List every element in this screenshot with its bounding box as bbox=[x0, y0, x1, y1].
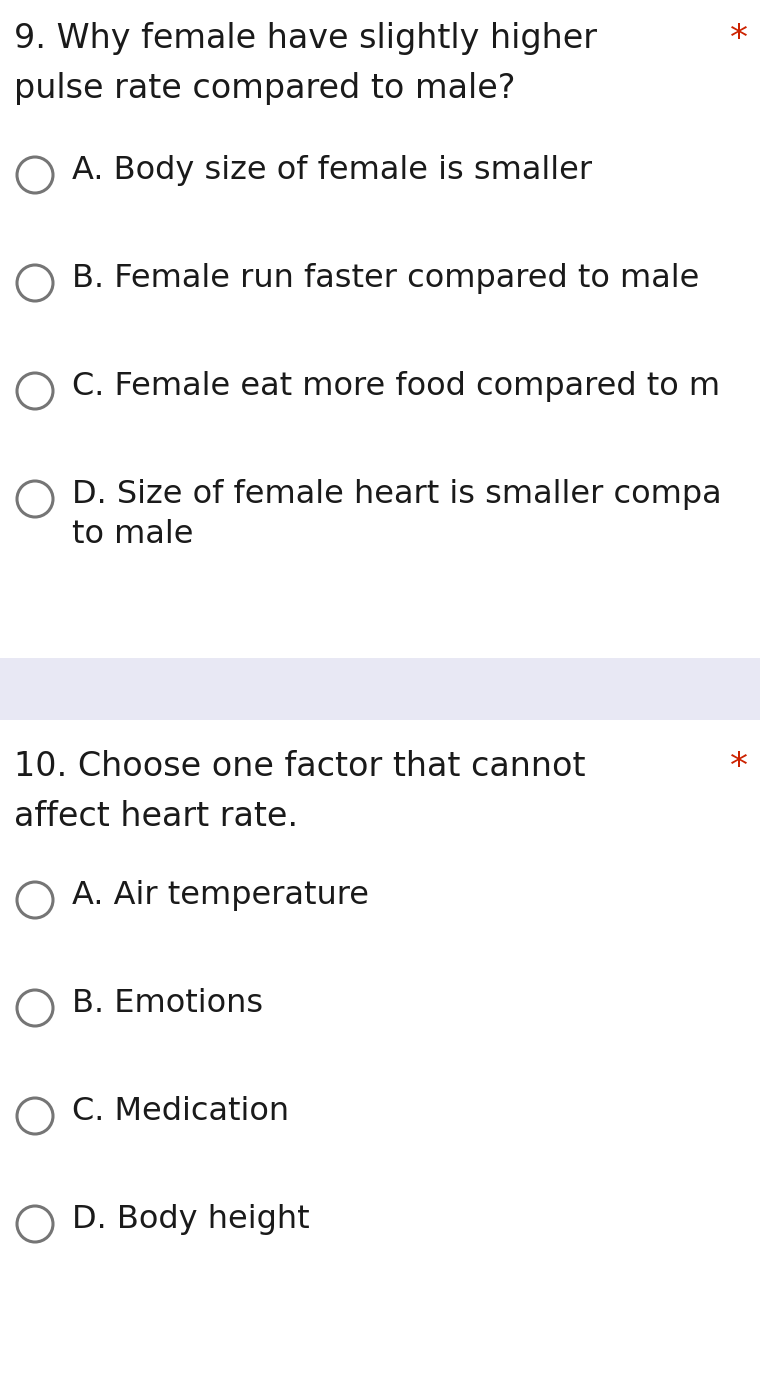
Text: to male: to male bbox=[72, 519, 194, 551]
Text: *: * bbox=[730, 750, 748, 784]
Text: D. Size of female heart is smaller compa: D. Size of female heart is smaller compa bbox=[72, 479, 722, 509]
Text: affect heart rate.: affect heart rate. bbox=[14, 800, 298, 833]
Text: B. Female run faster compared to male: B. Female run faster compared to male bbox=[72, 264, 699, 294]
Text: C. Female eat more food compared to m: C. Female eat more food compared to m bbox=[72, 371, 720, 402]
Text: *: * bbox=[730, 22, 748, 56]
Text: 10. Choose one factor that cannot: 10. Choose one factor that cannot bbox=[14, 750, 585, 783]
Text: pulse rate compared to male?: pulse rate compared to male? bbox=[14, 71, 515, 104]
Bar bbox=[0, 658, 760, 719]
Text: C. Medication: C. Medication bbox=[72, 1096, 289, 1127]
Text: B. Emotions: B. Emotions bbox=[72, 989, 263, 1019]
Text: A. Body size of female is smaller: A. Body size of female is smaller bbox=[72, 155, 592, 185]
Text: 9. Why female have slightly higher: 9. Why female have slightly higher bbox=[14, 22, 597, 55]
Text: D. Body height: D. Body height bbox=[72, 1204, 309, 1234]
Text: A. Air temperature: A. Air temperature bbox=[72, 880, 369, 912]
